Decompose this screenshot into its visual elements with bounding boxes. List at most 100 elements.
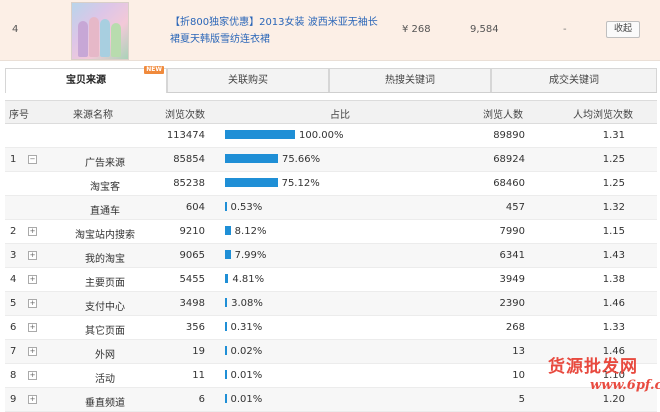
figure-shape (89, 17, 99, 57)
product-pageviews: 9,584 (470, 24, 499, 35)
row-pageviews: 604 (185, 202, 205, 213)
row-visitors: 457 (505, 202, 525, 213)
share-percent: 0.53% (230, 202, 263, 213)
product-thumbnail[interactable] (71, 2, 129, 60)
table-row: 6 + 其它页面 356 0.31% 268 1.33 (5, 316, 657, 340)
share-bar (225, 370, 227, 379)
row-source-name: 活动 (95, 374, 115, 385)
share-bar (225, 274, 229, 283)
share-bar (225, 178, 278, 187)
header-avg-views: 人均浏览次数 (573, 110, 633, 121)
share-percent: 0.01% (230, 370, 263, 381)
table-header: 序号 来源名称 浏览次数 占比 浏览人数 人均浏览次数 (5, 100, 657, 124)
row-avg-views: 1.15 (602, 226, 625, 237)
header-visitors: 浏览人数 (483, 110, 523, 121)
share-percent: 75.66% (281, 154, 321, 165)
tab-related-purchase[interactable]: 关联购买 (167, 68, 329, 92)
row-pageviews: 85854 (173, 154, 205, 165)
share-bar (225, 226, 231, 235)
expand-icon[interactable]: + (28, 323, 37, 332)
table-row: 直通车 604 0.53% 457 1.32 (5, 196, 657, 220)
row-index: 2 (10, 226, 17, 237)
row-index: 3 (10, 250, 17, 261)
row-source-name: 广告来源 (85, 158, 125, 169)
row-avg-views: 1.31 (602, 130, 625, 141)
header-pageviews: 浏览次数 (165, 110, 205, 121)
row-avg-views: 1.33 (602, 322, 625, 333)
share-percent: 3.08% (231, 298, 263, 309)
row-visitors: 5 (518, 394, 525, 405)
row-avg-views: 1.25 (602, 178, 625, 189)
row-index: 6 (10, 322, 17, 333)
table-row: 113474 100.00% 89890 1.31 (5, 124, 657, 148)
product-row: 4 【折800独家优惠】2013女装 波西米亚无袖长裙夏天韩版雪纺连衣裙 ¥ 2… (0, 0, 660, 61)
row-pageviews: 113474 (166, 130, 205, 141)
figure-shape (78, 21, 88, 57)
share-percent: 4.81% (232, 274, 265, 285)
product-title-link[interactable]: 【折800独家优惠】2013女装 波西米亚无袖长裙夏天韩版雪纺连衣裙 (170, 17, 378, 45)
row-pageviews: 6 (198, 394, 205, 405)
row-source-name: 主要页面 (85, 278, 125, 289)
product-rank: 4 (12, 24, 19, 35)
new-badge: NEW (144, 66, 164, 74)
tab-label: 成交关键词 (549, 75, 599, 86)
row-avg-views: 1.43 (602, 250, 625, 261)
expand-icon[interactable]: + (28, 299, 37, 308)
expand-icon[interactable]: + (28, 251, 37, 260)
row-pageviews: 3498 (179, 298, 205, 309)
row-visitors: 89890 (493, 130, 525, 141)
expand-icon[interactable]: + (28, 347, 37, 356)
share-bar (225, 298, 228, 307)
share-percent: 0.31% (230, 322, 263, 333)
watermark-logo-text: 货源批发网 (548, 357, 638, 377)
share-bar (225, 130, 295, 139)
expand-icon[interactable]: + (28, 227, 37, 236)
row-avg-views: 1.46 (602, 346, 625, 357)
share-percent: 75.12% (281, 178, 320, 189)
row-source-name: 其它页面 (85, 326, 125, 337)
tab-item-source[interactable]: 宝贝来源 NEW (5, 66, 167, 93)
share-bar (225, 250, 231, 259)
collapse-icon[interactable]: − (28, 155, 37, 164)
row-source-name: 外网 (95, 350, 115, 361)
row-visitors: 268 (505, 322, 525, 333)
table-row: 淘宝客 85238 75.12% 68460 1.25 (5, 172, 657, 196)
tab-bar: 宝贝来源 NEW 关联购买 热搜关键词 成交关键词 (5, 66, 657, 93)
tab-label: 宝贝来源 (66, 75, 106, 86)
expand-icon[interactable]: + (28, 275, 37, 284)
row-visitors: 68924 (493, 154, 525, 165)
source-table: 序号 来源名称 浏览次数 占比 浏览人数 人均浏览次数 113474 100.00… (5, 100, 657, 412)
table-row: 5 + 支付中心 3498 3.08% 2390 1.46 (5, 292, 657, 316)
row-source-name: 淘宝客 (90, 182, 120, 193)
share-percent: 8.12% (234, 226, 267, 237)
row-index: 1 (10, 154, 17, 165)
watermark-url: www.6pf.cn (590, 378, 660, 393)
row-pageviews: 9065 (179, 250, 205, 261)
expand-icon[interactable]: + (28, 395, 37, 404)
row-pageviews: 5455 (179, 274, 205, 285)
tab-deal-keywords[interactable]: 成交关键词 (491, 68, 657, 92)
share-percent: 0.01% (230, 394, 263, 405)
tab-hot-keywords[interactable]: 热搜关键词 (329, 68, 491, 92)
figure-shape (111, 23, 121, 57)
collapse-button[interactable]: 收起 (606, 21, 640, 38)
expand-icon[interactable]: + (28, 371, 37, 380)
share-percent: 7.99% (234, 250, 267, 261)
figure-shape (100, 19, 110, 57)
row-avg-views: 1.38 (602, 274, 625, 285)
row-pageviews: 11 (192, 370, 205, 381)
row-index: 5 (10, 298, 17, 309)
row-source-name: 直通车 (90, 206, 120, 217)
table-row: 3 + 我的淘宝 9065 7.99% 6341 1.43 (5, 244, 657, 268)
table-row: 9 + 垂直频道 6 0.01% 5 1.20 (5, 388, 657, 412)
row-visitors: 7990 (499, 226, 525, 237)
tab-label: 关联购买 (228, 75, 268, 86)
table-row: 2 + 淘宝站内搜索 9210 8.12% 7990 1.15 (5, 220, 657, 244)
row-visitors: 6341 (499, 250, 525, 261)
row-visitors: 2390 (499, 298, 525, 309)
table-row: 8 + 活动 11 0.01% 10 1.10 (5, 364, 657, 388)
share-bar (225, 394, 227, 403)
share-bar (225, 346, 227, 355)
row-index: 8 (10, 370, 17, 381)
share-percent: 0.02% (230, 346, 263, 357)
